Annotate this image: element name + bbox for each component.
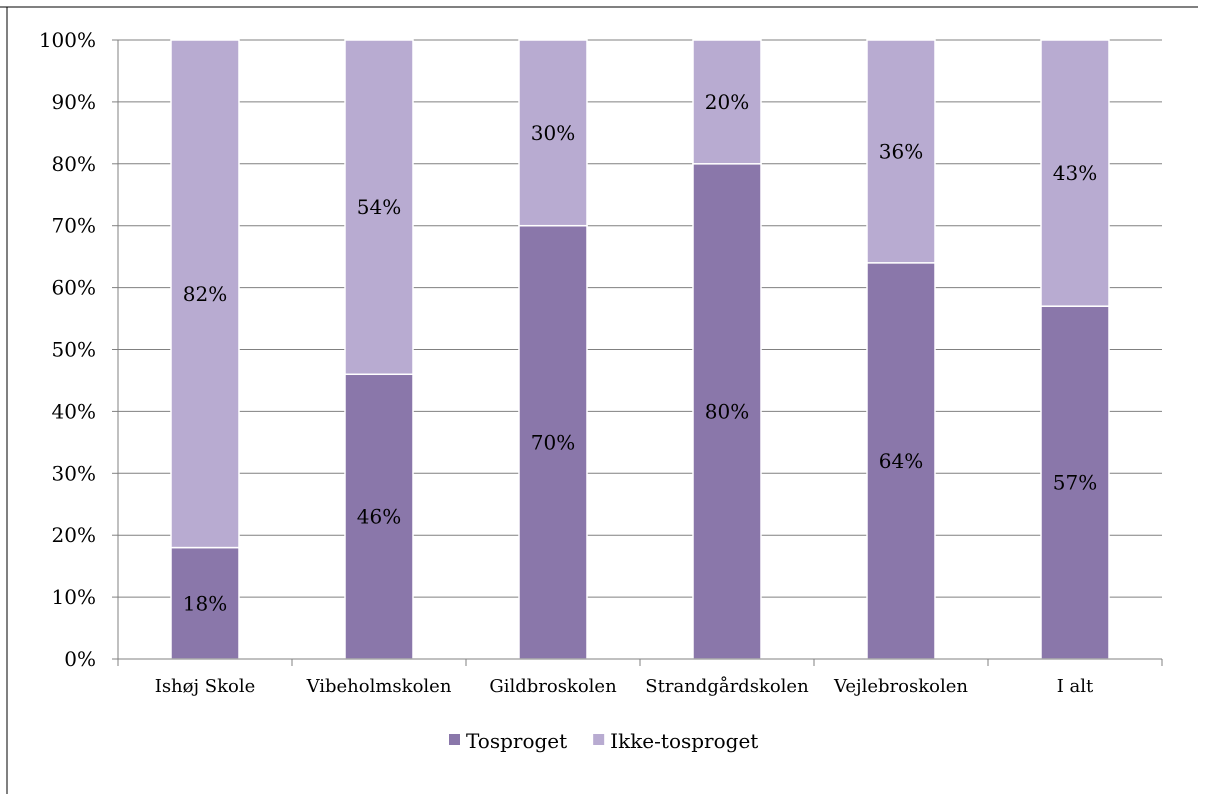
data-label: 82% [183,282,227,306]
data-label: 70% [531,430,575,454]
legend-label: Tosproget [466,729,567,753]
bar-segment-ikke-tosproget [1040,39,1110,307]
bars [170,39,1110,660]
y-tick-label: 40% [52,399,96,423]
y-tick-label: 80% [52,152,96,176]
data-label: 46% [357,505,401,529]
x-category-label: Vejlebroskolen [833,676,968,697]
y-tick-label: 10% [52,585,96,609]
data-label: 43% [1053,161,1097,185]
labels: 18% 82% Ishøj Skole 46% 54% Vibeholmskolen 70%… [155,90,1098,697]
x-category-label: Strandgårdskolen [645,675,809,697]
bar-segment-ikke-tosproget [692,39,762,165]
x-category-label: Vibeholmskolen [306,676,452,697]
data-label: 57% [1053,471,1097,495]
bar-segment-tosproget [1040,305,1110,660]
legend-swatch [593,734,605,745]
bar-segment-ikke-tosproget [866,39,936,264]
y-tick-label: 30% [52,461,96,485]
data-label: 64% [879,449,923,473]
x-category-label: Ishøj Skole [155,676,256,697]
gridlines [118,39,1162,598]
legend: Tosproget Ikke-tosproget [449,729,758,753]
data-label: 30% [531,121,575,145]
data-label: 20% [705,90,749,114]
bar-segment-ikke-tosproget [518,39,588,227]
bar-segment-ikke-tosproget [344,39,414,376]
x-category-label: Gildbroskolen [489,676,617,697]
y-tick-label: 100% [39,28,96,52]
bar-segment-tosproget [692,163,762,660]
y-tick-label: 0% [64,647,96,671]
axes: 0% 10% 20% 30% 40% 50% 60% 70% 80% 90% 100% [39,28,1163,671]
data-label: 18% [183,591,227,615]
x-category-label: I alt [1057,676,1094,697]
data-label: 36% [879,139,923,163]
bar-segment-tosproget [170,546,240,660]
y-tick-label: 20% [52,523,96,547]
y-tick-label: 60% [52,276,96,300]
legend-label: Ikke-tosproget [610,729,758,753]
data-label: 80% [705,399,749,423]
y-tick-label: 90% [52,90,96,114]
y-tick-label: 70% [52,214,96,238]
y-tick-label: 50% [52,338,96,362]
legend-swatch [449,734,460,745]
data-label: 54% [357,195,401,219]
bar-segment-ikke-tosproget [170,39,240,549]
